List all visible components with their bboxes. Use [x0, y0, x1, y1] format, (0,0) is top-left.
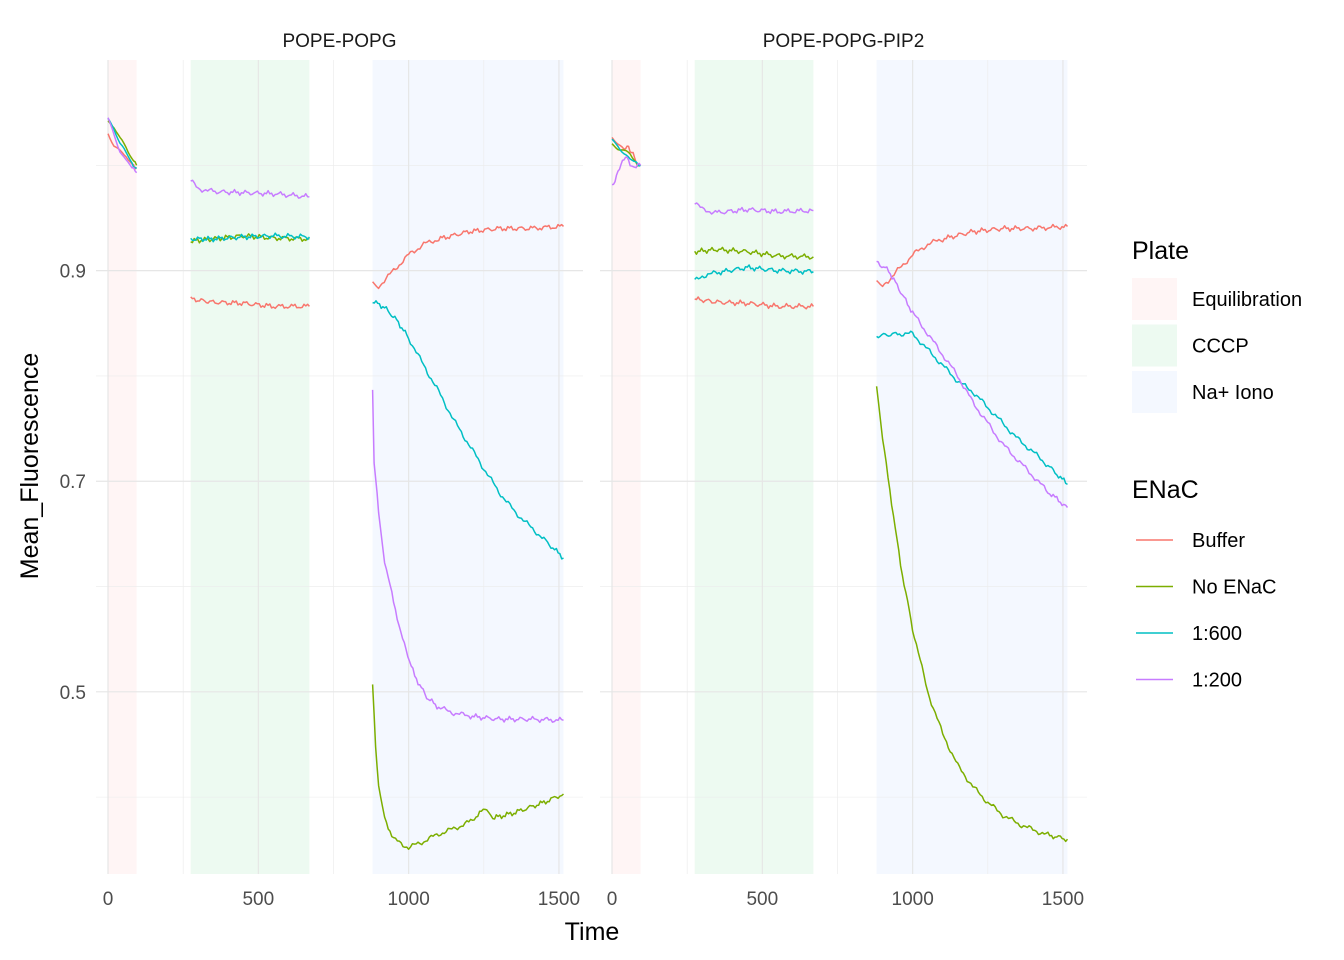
- series-line: [876, 330, 1068, 486]
- x-tick-label: 1000: [892, 889, 934, 910]
- series-line: [190, 179, 310, 199]
- x-tick-label: 500: [242, 889, 274, 910]
- x-tick-label: 1500: [1042, 889, 1084, 910]
- plate-region: [612, 60, 641, 874]
- x-tick-label: 1000: [388, 889, 430, 910]
- series-line: [371, 389, 564, 724]
- series-1-200: [107, 117, 564, 724]
- plate-legend-label: Na+ Iono: [1192, 382, 1274, 404]
- series-line: [372, 223, 565, 290]
- plate-region: [108, 60, 137, 874]
- series-line: [190, 232, 311, 243]
- enac-legend-label: No ENaC: [1192, 577, 1276, 599]
- y-tick-label: 0.5: [60, 683, 86, 704]
- series-line: [371, 684, 564, 850]
- y-axis-title: Mean_Fluorescence: [16, 353, 44, 580]
- facet-title: POPE-POPG-PIP2: [763, 31, 925, 52]
- facet-title: POPE-POPG: [282, 31, 396, 52]
- plate-region: [876, 60, 1068, 874]
- legend: Plate ENaC Equilibration CCCP Na+ Iono Buff…: [1132, 237, 1302, 692]
- series-line: [190, 296, 310, 310]
- y-tick-label: 0.7: [60, 472, 86, 493]
- enac-legend-label: 1:200: [1192, 670, 1242, 692]
- plate-region: [694, 60, 814, 874]
- series-line: [694, 202, 814, 215]
- x-axis-title: Time: [565, 918, 620, 946]
- series-line: [875, 386, 1069, 843]
- plate-legend-key: [1132, 278, 1177, 320]
- facet-panel: POPE-POPG 0 500 1000 1500 0.5 0.7 0.9: [60, 31, 583, 910]
- x-tick-label: 0: [607, 889, 618, 910]
- series-line: [107, 117, 138, 170]
- series-1-600: [611, 138, 1068, 486]
- x-tick-label: 0: [103, 889, 114, 910]
- series-line: [107, 117, 138, 174]
- series-line: [611, 138, 641, 167]
- enac-legend-label: 1:600: [1192, 623, 1242, 645]
- series-line: [876, 260, 1069, 508]
- series-line: [876, 223, 1069, 288]
- series-line: [611, 156, 642, 186]
- x-tick-label: 500: [746, 889, 778, 910]
- plate-legend-title: Plate: [1132, 237, 1189, 265]
- plate-legend-label: Equilibration: [1192, 289, 1302, 311]
- enac-legend-label: Buffer: [1192, 530, 1245, 552]
- series-line: [372, 300, 564, 560]
- series-1-200: [611, 156, 1069, 508]
- series-1-600: [107, 117, 564, 560]
- series-line: [694, 296, 815, 310]
- plate-region: [190, 60, 310, 874]
- series-line: [694, 246, 814, 260]
- x-tick-label: 1500: [538, 889, 580, 910]
- plate-legend-label: CCCP: [1192, 336, 1249, 358]
- enac-legend-title: ENaC: [1132, 476, 1199, 504]
- plate-legend-key: [1132, 324, 1177, 367]
- facet-panel: POPE-POPG-PIP2 0 500 1000 1500: [600, 31, 1087, 910]
- y-tick-label: 0.9: [60, 262, 86, 283]
- plate-legend-key: [1132, 371, 1177, 413]
- plate-region: [372, 60, 564, 874]
- facet-panels: POPE-POPG 0 500 1000 1500 0.5 0.7 0.9 POPE-POPG-…: [60, 31, 1087, 910]
- series-line: [190, 233, 310, 244]
- series-line: [694, 264, 814, 280]
